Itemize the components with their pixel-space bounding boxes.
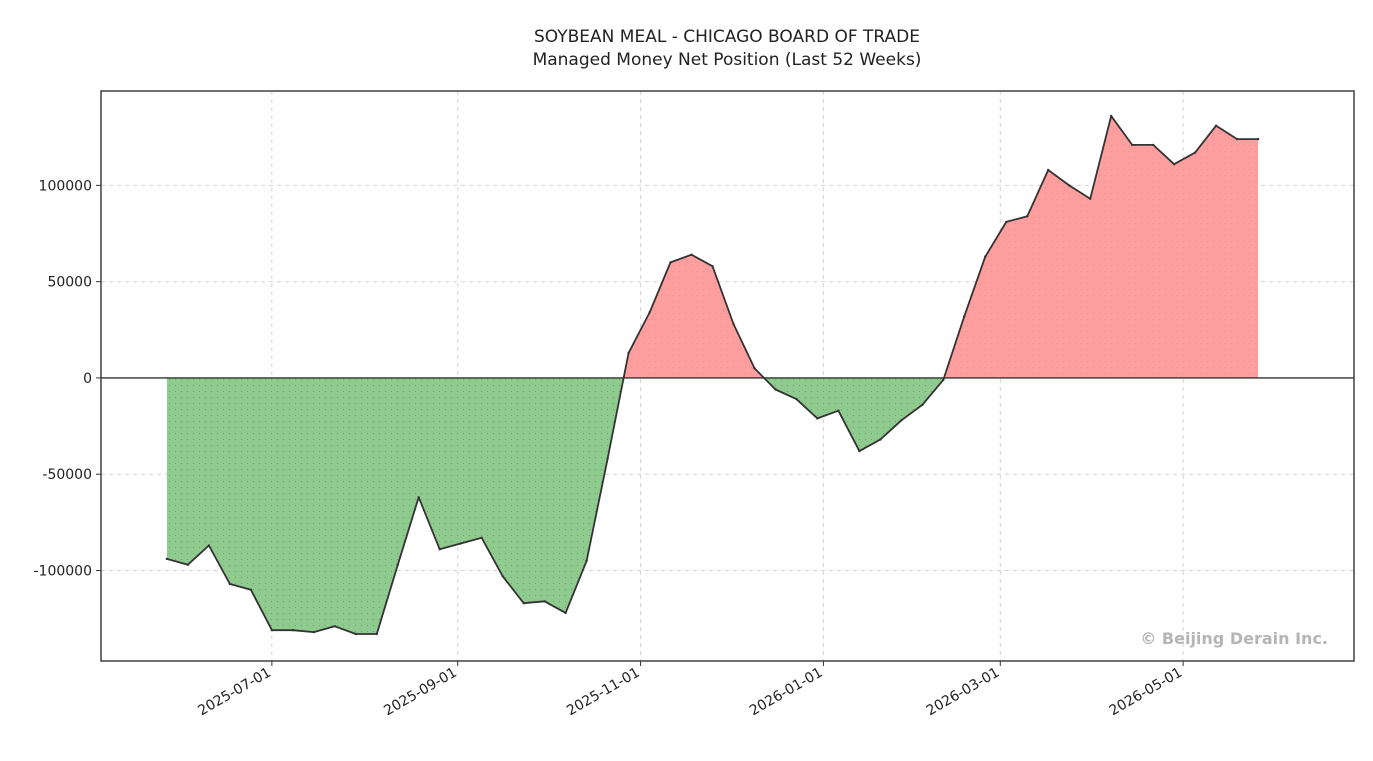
chart-subtitle: Managed Money Net Position (Last 52 Week… — [533, 50, 922, 70]
data-point — [1193, 151, 1197, 154]
data-point — [543, 600, 546, 603]
data-point — [480, 536, 483, 539]
data-point — [795, 397, 798, 401]
positive-area — [944, 116, 1259, 378]
data-point — [690, 253, 693, 256]
data-point — [753, 367, 756, 370]
x-tick-label: 2026-03-01 — [924, 665, 1002, 720]
data-point — [375, 632, 378, 636]
x-axis: 2025-07-01 2025-09-01 2025-11-01 2026-01-01… — [195, 661, 1185, 719]
data-point — [1256, 137, 1260, 141]
data-point — [291, 629, 294, 632]
y-tick-label: 0 — [83, 371, 92, 387]
data-point — [501, 575, 504, 578]
data-point — [648, 311, 651, 314]
y-axis: -100000 -50000 0 50000 100000 — [34, 178, 101, 579]
data-point — [1047, 168, 1050, 172]
watermark: © Beijing Derain Inc. — [1140, 629, 1328, 648]
data-point — [1131, 143, 1134, 147]
data-point — [711, 265, 714, 268]
data-point — [396, 563, 399, 566]
x-tick-label: 2026-01-01 — [747, 665, 825, 720]
negative-area — [764, 377, 944, 452]
x-tick-label: 2025-07-01 — [195, 665, 273, 720]
data-point — [522, 602, 525, 605]
data-point — [1152, 143, 1155, 147]
data-point — [858, 449, 861, 453]
y-tick-label: 100000 — [39, 178, 92, 194]
y-tick-label: -50000 — [42, 467, 92, 483]
y-tick-label: -100000 — [34, 563, 93, 579]
data-point — [921, 403, 924, 407]
data-point — [564, 611, 567, 615]
x-tick-label: 2025-11-01 — [564, 665, 642, 720]
data-point — [165, 557, 169, 561]
data-point — [1214, 124, 1218, 127]
plot-frame — [100, 90, 1355, 662]
data-point — [1005, 220, 1008, 224]
data-point — [186, 563, 190, 566]
data-point — [312, 630, 315, 634]
data-point — [669, 261, 672, 264]
chart-title: SOYBEAN MEAL - CHICAGO BOARD OF TRADE — [534, 27, 920, 47]
data-point — [207, 544, 211, 547]
data-point — [1172, 163, 1176, 166]
data-point — [900, 419, 903, 422]
data-point — [585, 559, 588, 563]
data-point — [1110, 114, 1113, 118]
data-point — [459, 542, 462, 545]
data-point — [1068, 184, 1071, 187]
series-lines — [101, 114, 1354, 636]
area-fills — [166, 116, 1259, 634]
negative-area — [166, 377, 624, 634]
data-point — [228, 582, 232, 586]
data-point — [984, 255, 987, 258]
data-point — [942, 378, 945, 382]
data-point — [879, 438, 882, 441]
data-point — [354, 632, 357, 636]
data-point — [249, 588, 253, 591]
data-point — [1235, 137, 1239, 141]
data-point — [627, 351, 630, 355]
data-point — [333, 625, 336, 628]
y-tick-label: 50000 — [47, 275, 92, 291]
data-point — [606, 457, 609, 460]
data-point — [1026, 215, 1029, 218]
data-point — [438, 548, 441, 551]
positive-area — [623, 254, 764, 378]
data-point — [837, 409, 840, 412]
data-point — [774, 388, 777, 391]
x-tick-label: 2025-09-01 — [381, 665, 459, 720]
data-point — [816, 417, 819, 420]
x-tick-label: 2026-05-01 — [1107, 665, 1185, 720]
data-point — [963, 315, 966, 318]
data-point — [1089, 197, 1092, 200]
data-point — [417, 496, 420, 499]
data-point — [270, 629, 274, 632]
data-point — [732, 322, 735, 326]
